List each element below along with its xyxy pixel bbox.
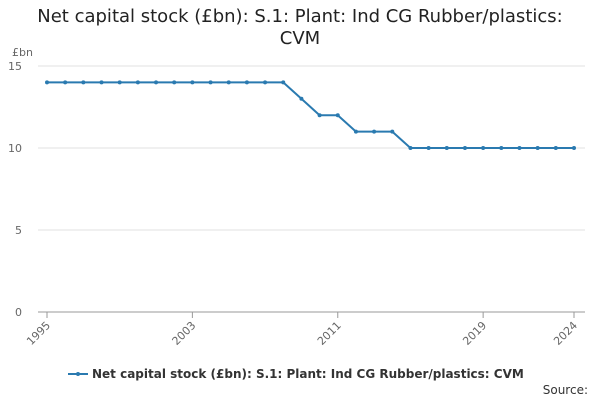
legend-label: Net capital stock (£bn): S.1: Plant: Ind…: [92, 367, 524, 381]
legend-marker: [76, 372, 80, 376]
point: [299, 96, 304, 101]
point: [244, 80, 249, 85]
point: [208, 80, 213, 85]
y-tick-label: 15: [8, 60, 22, 73]
point: [281, 80, 286, 85]
y-tick-label: 5: [15, 224, 22, 237]
point: [81, 80, 86, 85]
point: [553, 146, 558, 150]
point: [444, 146, 449, 150]
point: [190, 80, 195, 85]
x-tick-label: 2019: [460, 319, 489, 348]
y-axis-label: £bn: [12, 46, 33, 59]
point: [462, 146, 467, 150]
y-tick-label: 0: [15, 306, 22, 319]
point: [99, 80, 104, 85]
point: [135, 80, 140, 85]
point: [390, 129, 395, 134]
point: [45, 80, 49, 85]
x-tick-label: 2003: [170, 319, 199, 348]
point: [426, 146, 431, 150]
point: [335, 113, 340, 118]
point: [408, 146, 413, 150]
point: [353, 129, 358, 134]
x-tick-label: 1995: [24, 319, 53, 348]
line: [47, 81, 574, 149]
point: [535, 146, 540, 150]
point: [317, 113, 322, 118]
x-tick-label: 2024: [551, 319, 580, 348]
source: Source:: [543, 383, 588, 397]
point: [517, 146, 522, 150]
point: [372, 129, 377, 134]
point: [499, 146, 504, 150]
y-tick-label: 10: [8, 142, 22, 155]
point: [172, 80, 177, 85]
point: [63, 80, 68, 85]
point: [226, 80, 231, 85]
point: [154, 80, 159, 85]
chart-title: Net capital stock (£bn): S.1: Plant: Ind…: [37, 6, 563, 49]
point: [481, 146, 486, 150]
point: [263, 80, 268, 85]
point: [117, 80, 122, 85]
point: [572, 146, 576, 150]
x-tick-label: 2011: [315, 319, 344, 348]
